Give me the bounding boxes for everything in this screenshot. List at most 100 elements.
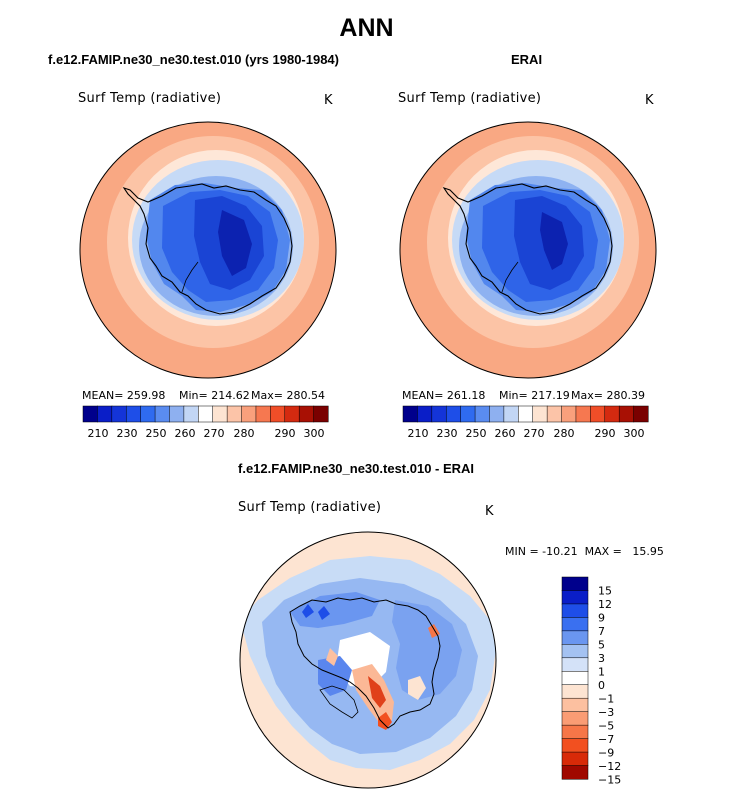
panel3-case-title: f.e12.FAMIP.ne30_ne30.test.010 - ERAI (238, 461, 475, 476)
panel1-colorbar-tick-label: 230 (117, 427, 138, 440)
panel3-colorbar-swatch (561, 603, 589, 618)
panel2-colorbar-swatch (575, 405, 591, 423)
panel1-variable-label: Surf Temp (radiative) (78, 91, 222, 106)
panel2-colorbar-swatch (460, 405, 476, 423)
panel1-units: K (324, 93, 333, 108)
panel1-colorbar-swatch (313, 405, 329, 423)
panel2-colorbar-tick-label: 210 (408, 427, 429, 440)
panel3-colorbar-tick-label: −12 (598, 760, 621, 773)
panel2-case-title: ERAI (511, 52, 543, 67)
panel2-colorbar-swatch (474, 405, 491, 423)
panel2-colorbar-swatch (445, 405, 462, 423)
panel3-colorbar-swatch (561, 751, 589, 767)
panel2-map (400, 122, 656, 378)
panel3-colorbar-tick-label: 5 (598, 639, 605, 652)
panel2-colorbar-tick-label: 250 (466, 427, 487, 440)
panel3-colorbar-swatch (561, 684, 589, 699)
panel3-colorbar-swatch (561, 697, 589, 713)
panel1-colorbar-swatch (111, 405, 127, 423)
panel3-colorbar-swatch (561, 711, 589, 726)
panel1-colorbar-swatch (183, 405, 199, 423)
panel3-colorbar-tick-label: −15 (598, 774, 621, 787)
panel3-colorbar-tick-label: 3 (598, 652, 605, 665)
panel1-colorbar-swatch (270, 405, 286, 423)
panel1-colorbar-swatch (169, 405, 185, 423)
panel2-variable-label: Surf Temp (radiative) (398, 91, 542, 106)
panel3-variable-label: Surf Temp (radiative) (238, 500, 382, 515)
panel1-colorbar-tick-label: 280 (234, 427, 255, 440)
panel3-colorbar-tick-label: −7 (598, 733, 614, 746)
panel3-units: K (485, 504, 494, 519)
panel1-colorbar-swatch (97, 405, 113, 423)
panel2-min: Min= 217.19 (499, 389, 570, 402)
panel1-colorbar-swatch (284, 405, 300, 423)
panel3-colorbar-tick-label: 12 (598, 598, 612, 611)
panel3-colorbar-tick-label: 1 (598, 666, 605, 679)
panel1-colorbar-tick-label: 300 (304, 427, 325, 440)
panel1-colorbar-swatch (298, 405, 315, 423)
panel1-map-border (79, 121, 337, 379)
panel2-colorbar-tick-label: 270 (524, 427, 545, 440)
panel2-colorbar-tick-label: 280 (554, 427, 575, 440)
panel2-mean: MEAN= 261.18 (402, 389, 486, 402)
panel1-map (80, 122, 336, 378)
panel3-colorbar-tick-label: −3 (598, 706, 614, 719)
panel3-colorbar-swatch (561, 765, 589, 780)
panel1-colorbar-swatch (212, 405, 228, 423)
panel3-colorbar-swatch (561, 590, 589, 605)
panel2-colorbar-swatch (604, 405, 620, 423)
panel2-colorbar-swatch (402, 405, 418, 423)
panel3-colorbar-tick-label: −9 (598, 747, 614, 760)
panel3-minmax: MIN = -10.21 MAX = 15.95 (505, 545, 664, 558)
panel3-colorbar-tick-label: 15 (598, 585, 612, 598)
panel1-colorbar-swatch (255, 405, 271, 423)
panel2-colorbar-swatch (431, 405, 447, 423)
panel3-map (240, 532, 496, 788)
panel3-colorbar-swatch (561, 724, 589, 740)
panel1-min: Min= 214.62 (179, 389, 250, 402)
panel2-colorbar-swatch (618, 405, 635, 423)
panel3-colorbar-swatch (561, 738, 589, 753)
panel1-colorbar-swatch (226, 405, 243, 423)
panel1-colorbar: 210 230 250 260 270 280 290 300 (82, 405, 329, 440)
panel2-colorbar: 210 230 250 260 270 280 290 300 (402, 405, 649, 440)
panel3-colorbar-swatch (561, 576, 589, 592)
panel3-colorbar-swatch (561, 657, 589, 672)
panel1-colorbar-tick-label: 270 (204, 427, 225, 440)
panel3-colorbar-swatch (561, 644, 589, 659)
panel1-colorbar-swatch (125, 405, 142, 423)
panel1-colorbar-tick-label: 250 (146, 427, 167, 440)
panel3-colorbar-swatch (561, 617, 589, 632)
panel3-colorbar-tick-label: 0 (598, 679, 605, 692)
panel2-colorbar-swatch (503, 405, 519, 423)
panel2-map-border (399, 121, 657, 379)
panel1-colorbar-swatch (82, 405, 98, 423)
panel2-colorbar-swatch (518, 405, 534, 423)
panel1-colorbar-swatch (140, 405, 156, 423)
panel2-colorbar-swatch (590, 405, 606, 423)
panel2-colorbar-tick-label: 230 (437, 427, 458, 440)
panel2-colorbar-swatch (532, 405, 548, 423)
panel2-colorbar-tick-label: 290 (595, 427, 616, 440)
panel2-colorbar-swatch (633, 405, 649, 423)
panel3-colorbar-tick-label: 7 (598, 625, 605, 638)
panel2-colorbar-swatch (561, 405, 577, 423)
page-title: ANN (339, 14, 394, 42)
panel3-colorbar-swatch (561, 630, 589, 645)
panel1-colorbar-tick-label: 290 (275, 427, 296, 440)
panel1-colorbar-tick-label: 260 (175, 427, 196, 440)
panel2-colorbar-tick-label: 260 (495, 427, 516, 440)
panel2-max: Max= 280.39 (571, 389, 645, 402)
panel3-colorbar-swatch (561, 671, 589, 686)
panel3-colorbar-tick-label: −5 (598, 720, 614, 733)
panel1-mean: MEAN= 259.98 (82, 389, 166, 402)
panel1-colorbar-swatch (154, 405, 171, 423)
panel2-units: K (645, 93, 654, 108)
panel3-colorbar-tick-label: 9 (598, 612, 605, 625)
panel1-colorbar-swatch (198, 405, 214, 423)
panel2-colorbar-swatch (546, 405, 563, 423)
panel2-colorbar-swatch (489, 405, 505, 423)
panel1-case-title: f.e12.FAMIP.ne30_ne30.test.010 (yrs 1980… (48, 52, 339, 67)
